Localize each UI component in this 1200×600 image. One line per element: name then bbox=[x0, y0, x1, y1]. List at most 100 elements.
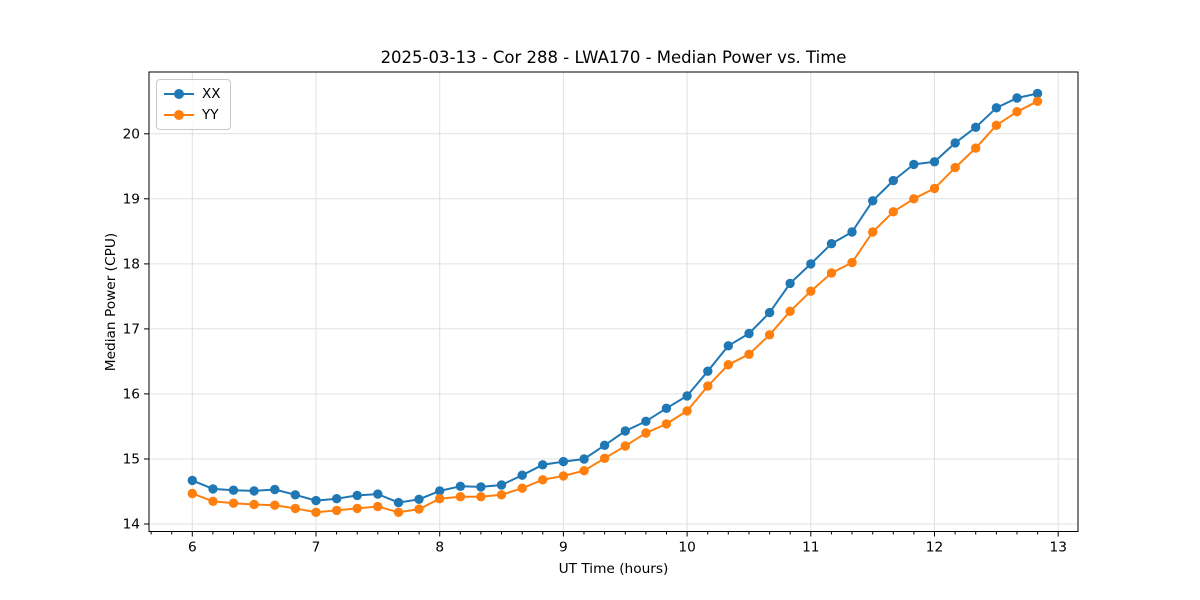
x-tick-label: 11 bbox=[802, 540, 819, 556]
data-point-yy bbox=[1012, 107, 1022, 117]
y-axis-ticks bbox=[144, 133, 149, 525]
data-point-xx bbox=[599, 440, 610, 450]
data-point-xx bbox=[929, 157, 940, 167]
data-point-xx bbox=[826, 239, 837, 249]
data-point-yy bbox=[249, 499, 259, 510]
data-point-xx bbox=[950, 138, 960, 148]
data-point-xx bbox=[517, 470, 527, 480]
x-axis-ticks bbox=[150, 531, 1059, 537]
x-tick-label: 12 bbox=[926, 540, 943, 556]
data-point-xx bbox=[641, 416, 651, 426]
data-point-yy bbox=[620, 441, 630, 451]
data-point-yy bbox=[393, 507, 404, 517]
y-tick-label: 17 bbox=[123, 322, 140, 338]
data-point-xx bbox=[703, 366, 713, 376]
data-point-xx bbox=[208, 484, 218, 494]
data-point-yy bbox=[641, 428, 651, 438]
data-point-xx bbox=[414, 494, 424, 504]
data-point-yy bbox=[414, 504, 424, 514]
y-axis-label: Median Power (CPU) bbox=[103, 232, 119, 372]
data-point-yy bbox=[909, 194, 919, 204]
legend-line-marker-icon bbox=[164, 88, 194, 100]
data-point-xx bbox=[393, 497, 404, 508]
data-point-yy bbox=[476, 492, 486, 502]
data-point-yy bbox=[558, 471, 569, 481]
data-point-xx bbox=[909, 159, 919, 170]
x-axis-label: UT Time (hours) bbox=[558, 561, 669, 577]
x-tick-label: 8 bbox=[435, 540, 444, 556]
data-point-yy bbox=[826, 268, 837, 278]
data-point-xx bbox=[249, 486, 259, 496]
data-point-yy bbox=[847, 257, 857, 268]
data-point-yy bbox=[455, 492, 466, 502]
data-point-yy bbox=[744, 349, 754, 359]
data-point-xx bbox=[435, 486, 445, 496]
data-point-xx bbox=[538, 460, 548, 470]
data-point-xx bbox=[806, 259, 816, 269]
legend-marker-icon bbox=[174, 89, 184, 99]
data-point-xx bbox=[847, 227, 857, 237]
legend-line-marker-icon bbox=[164, 109, 194, 121]
data-point-xx bbox=[785, 278, 795, 289]
data-point-yy bbox=[661, 419, 672, 429]
data-point-yy bbox=[950, 162, 960, 173]
y-tick-label: 14 bbox=[123, 517, 140, 533]
y-tick-labels: 14 15 16 17 18 19 20 bbox=[123, 127, 140, 533]
data-point-yy bbox=[991, 120, 1002, 130]
data-point-yy bbox=[270, 500, 280, 510]
y-tick-label: 18 bbox=[123, 257, 140, 273]
data-point-xx bbox=[228, 485, 239, 495]
legend: XX YY bbox=[156, 79, 231, 130]
data-point-yy bbox=[971, 143, 981, 153]
data-point-xx bbox=[1012, 93, 1022, 103]
data-point-xx bbox=[991, 103, 1002, 113]
data-point-yy bbox=[599, 453, 610, 463]
data-point-xx bbox=[579, 454, 589, 464]
data-point-xx bbox=[311, 495, 321, 506]
data-point-xx bbox=[744, 328, 754, 339]
data-point-yy bbox=[723, 360, 733, 370]
data-point-yy bbox=[352, 503, 362, 514]
data-point-xx bbox=[971, 122, 981, 132]
data-point-xx bbox=[723, 341, 733, 351]
legend-item-yy: YY bbox=[164, 106, 221, 124]
data-point-xx bbox=[352, 490, 362, 501]
data-point-xx bbox=[888, 175, 898, 186]
data-point-yy bbox=[332, 505, 342, 516]
data-point-yy bbox=[228, 498, 239, 508]
data-point-yy bbox=[187, 488, 197, 499]
data-point-yy bbox=[435, 494, 445, 504]
y-tick-label: 20 bbox=[123, 127, 140, 143]
data-point-yy bbox=[929, 183, 940, 194]
data-point-xx bbox=[187, 475, 197, 486]
data-point-xx bbox=[620, 426, 630, 436]
data-point-xx bbox=[1032, 88, 1043, 99]
series-yy bbox=[187, 96, 1043, 517]
x-tick-label: 9 bbox=[559, 540, 568, 556]
x-tick-label: 7 bbox=[312, 540, 321, 556]
data-point-xx bbox=[868, 196, 878, 206]
data-point-yy bbox=[682, 406, 692, 416]
data-point-yy bbox=[290, 503, 300, 514]
data-point-yy bbox=[538, 475, 548, 485]
data-point-yy bbox=[579, 466, 589, 476]
data-point-yy bbox=[496, 490, 507, 500]
data-point-yy bbox=[311, 507, 321, 517]
series-xx bbox=[187, 88, 1043, 508]
data-point-yy bbox=[208, 496, 218, 506]
data-point-yy bbox=[373, 501, 383, 512]
data-point-xx bbox=[764, 307, 775, 318]
x-tick-label: 6 bbox=[188, 540, 197, 556]
x-tick-label: 10 bbox=[678, 540, 695, 556]
x-tick-labels: 6 7 8 9 10 11 12 13 bbox=[188, 540, 1067, 556]
y-tick-label: 15 bbox=[123, 452, 140, 468]
plot-border bbox=[148, 71, 1079, 532]
y-tick-label: 16 bbox=[123, 387, 140, 403]
data-point-yy bbox=[785, 306, 795, 316]
data-point-yy bbox=[806, 286, 816, 296]
data-point-xx bbox=[661, 403, 672, 413]
chart-title: 2025-03-13 - Cor 288 - LWA170 - Median P… bbox=[380, 48, 847, 67]
data-point-xx bbox=[496, 480, 507, 490]
